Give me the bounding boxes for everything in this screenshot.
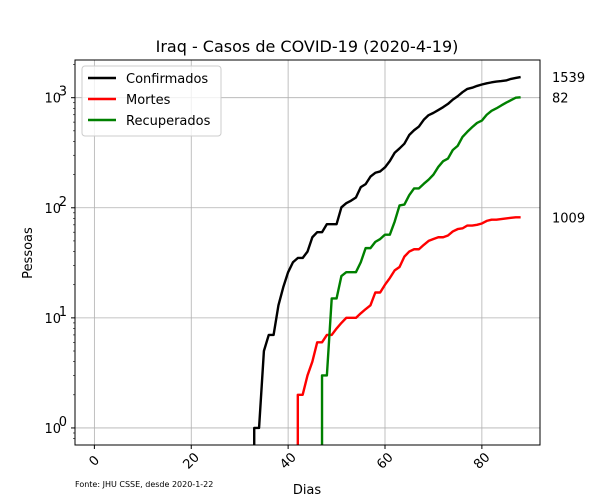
- x-axis-label: Dias: [293, 483, 322, 498]
- y-tick-exponent: 1: [59, 305, 67, 320]
- y-tick-label: 10: [44, 202, 61, 217]
- chart-title: Iraq - Casos de COVID-19 (2020-4-19): [156, 37, 459, 56]
- source-note: Fonte: JHU CSSE, desde 2020-1-22: [75, 480, 213, 489]
- legend-entry-label: Recuperados: [126, 114, 211, 129]
- y-tick-base: 10: [44, 422, 61, 437]
- series-line-confirmados: [253, 75, 521, 445]
- series-lines: [253, 75, 521, 445]
- legend-entry-label: Mortes: [126, 93, 171, 108]
- legend: Confirmados Mortes Recuperados: [81, 65, 222, 137]
- y-tick-exponent: 3: [59, 85, 67, 100]
- y-tick-base: 10: [44, 92, 61, 107]
- y-tick-label: 10: [44, 422, 61, 437]
- series-line-mortes: [296, 216, 521, 445]
- legend-entry-label: Confirmados: [126, 72, 208, 87]
- end-labels: 1539 1009 82: [552, 71, 585, 226]
- end-label-mortes: 1009: [552, 211, 585, 226]
- y-tick-base: 10: [44, 312, 61, 327]
- plot-frame: [74, 59, 541, 446]
- y-tick-label: 10: [44, 92, 61, 107]
- y-tick-exponent: 0: [59, 415, 67, 430]
- series-line-recuperados: [320, 96, 521, 445]
- y-tick-exponent: 2: [59, 195, 67, 210]
- legend-box: [81, 65, 222, 137]
- end-label-confirmados: 1539: [552, 71, 585, 86]
- y-tick-label: 10: [44, 312, 61, 327]
- end-label-recuperados: 82: [552, 91, 569, 106]
- y-axis-label: Pessoas: [21, 227, 36, 279]
- y-tick-base: 10: [44, 202, 61, 217]
